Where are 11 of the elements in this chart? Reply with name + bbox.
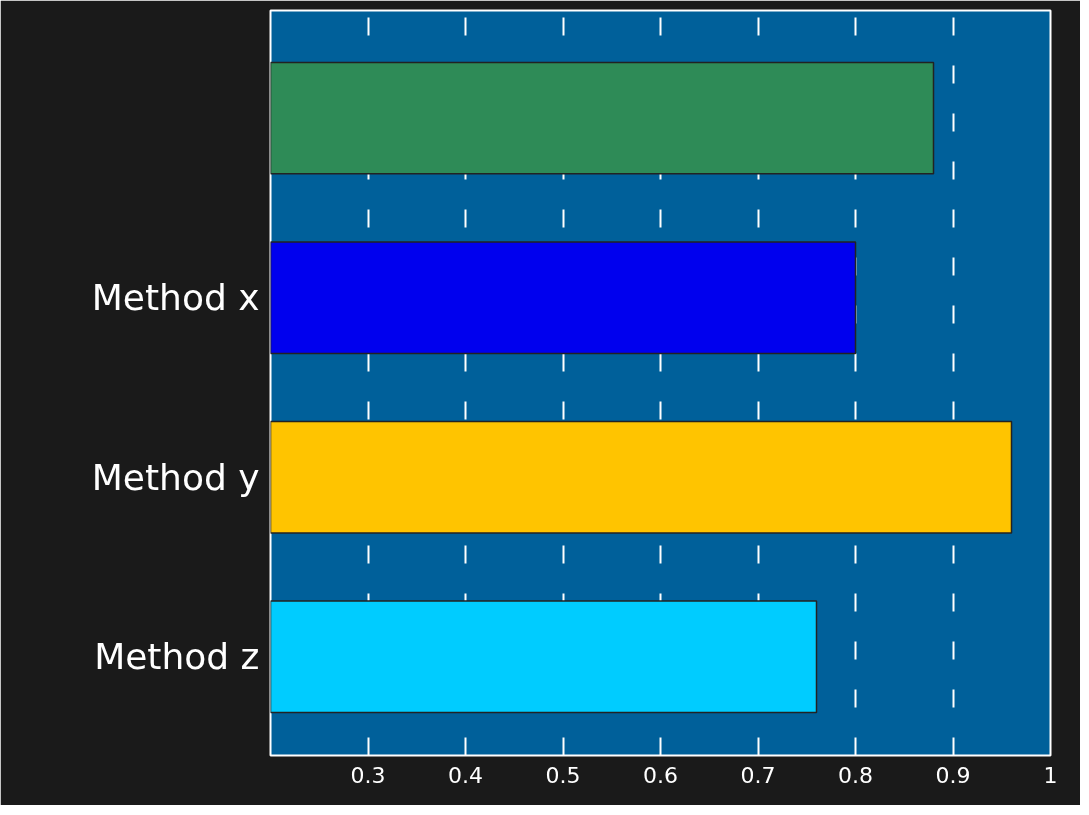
y-tick-label: Method z: [94, 636, 260, 678]
x-tick-label: 0.4: [448, 762, 484, 788]
x-tick-label: 0.3: [350, 762, 386, 788]
x-tick-label: 1: [1043, 762, 1058, 788]
x-tick-label: 0.9: [935, 762, 971, 788]
y-tick-label: Method y: [91, 456, 260, 498]
y-tick-label: Method x: [91, 277, 260, 319]
x-tick-label: 0.6: [643, 762, 679, 788]
x-tick-label: 0.7: [740, 762, 776, 788]
x-tick-label: 0.8: [838, 762, 874, 788]
x-tick-label: 0.5: [545, 762, 581, 788]
